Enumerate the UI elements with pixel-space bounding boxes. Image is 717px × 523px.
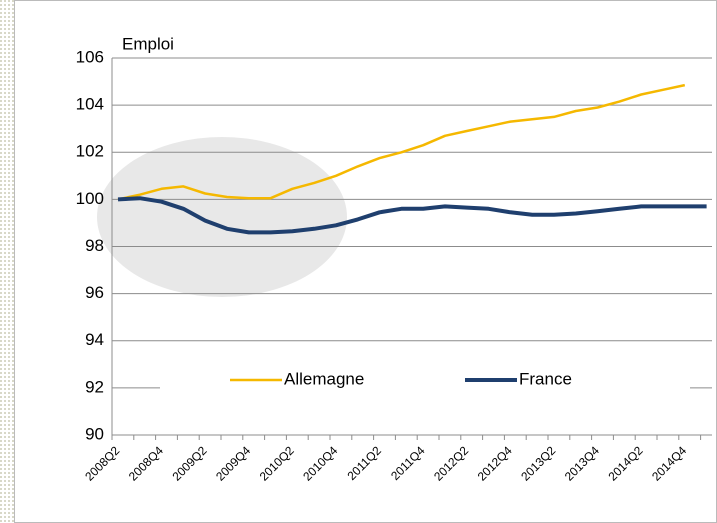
y-tick-label: 94 bbox=[85, 330, 104, 349]
y-tick-label: 102 bbox=[76, 142, 104, 161]
y-tick-label: 100 bbox=[76, 189, 104, 208]
legend-label: France bbox=[519, 369, 572, 388]
lines bbox=[117, 83, 707, 235]
y-tick-label: 106 bbox=[76, 47, 104, 66]
y-tick-label: 98 bbox=[85, 236, 104, 255]
series-line bbox=[117, 196, 707, 235]
y-tick-label: 90 bbox=[85, 424, 104, 443]
highlight-ellipse bbox=[97, 137, 347, 297]
series-line bbox=[117, 83, 686, 201]
y-tick-label: 96 bbox=[85, 283, 104, 302]
chart-title: Emploi bbox=[122, 34, 174, 53]
side-pattern bbox=[0, 0, 14, 523]
y-tick-label: 104 bbox=[76, 95, 104, 114]
y-tick-label: 92 bbox=[85, 377, 104, 396]
legend-label: Allemagne bbox=[284, 369, 364, 388]
